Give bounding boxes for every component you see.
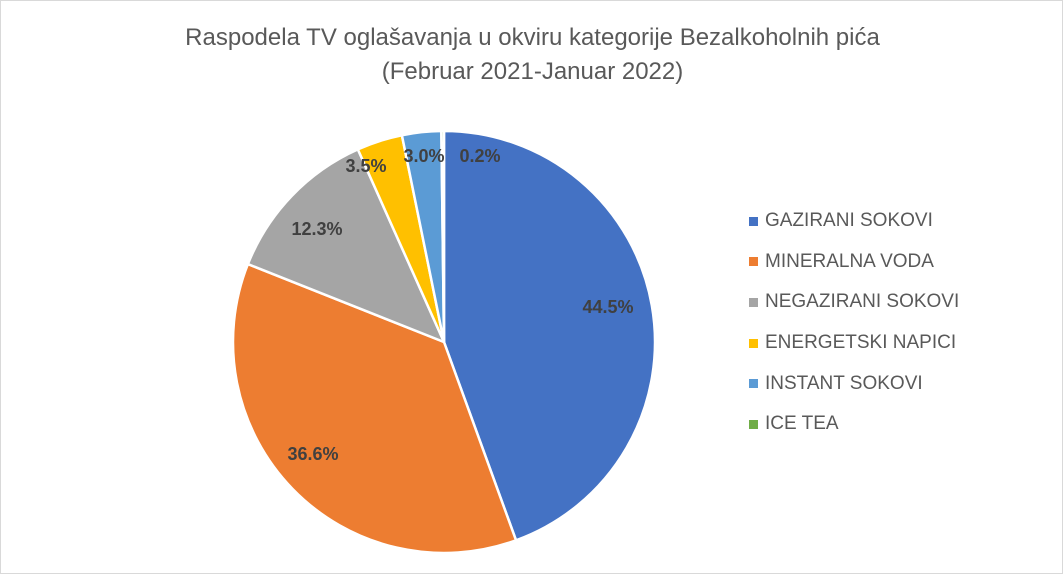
pie-slice-ice-tea <box>440 129 446 344</box>
pie-slice-gazirani-sokovi <box>442 129 657 542</box>
data-label-ice-tea: 0.2% <box>459 146 500 166</box>
legend-item-negazirani-sokovi: NEGAZIRANI SOKOVI <box>749 282 959 323</box>
data-label-mineralna-voda: 36.6% <box>287 444 338 464</box>
chart-title-block: Raspodela TV oglašavanja u okviru katego… <box>1 21 1063 89</box>
legend-item-ice-tea: ICE TEA <box>749 404 959 445</box>
legend-label: NEGAZIRANI SOKOVI <box>765 291 960 313</box>
legend-item-gazirani-sokovi: GAZIRANI SOKOVI <box>749 201 959 242</box>
legend-label: GAZIRANI SOKOVI <box>765 210 933 232</box>
legend-swatch <box>749 216 758 226</box>
legend-swatch <box>749 297 758 307</box>
chart-title: Raspodela TV oglašavanja u okviru katego… <box>185 24 880 51</box>
pie-slice-mineralna-voda <box>231 262 518 555</box>
data-label-negazirani-sokovi: 12.3% <box>291 219 342 239</box>
data-label-instant-sokovi: 3.0% <box>403 146 444 166</box>
legend-swatch <box>749 379 758 389</box>
legend-swatch <box>749 257 758 267</box>
legend-label: INSTANT SOKOVI <box>765 372 923 394</box>
data-label-gazirani-sokovi: 44.5% <box>582 297 633 317</box>
pie-slice-negazirani-sokovi <box>246 148 446 344</box>
legend-label: ENERGETSKI NAPICI <box>765 332 957 354</box>
legend: GAZIRANI SOKOVI MINERALNA VODA NEGAZIRANI … <box>749 201 959 445</box>
legend-swatch <box>749 419 758 429</box>
data-label-energetski-napici: 3.5% <box>345 156 386 176</box>
legend-item-energetski-napici: ENERGETSKI NAPICI <box>749 323 959 364</box>
legend-item-mineralna-voda: MINERALNA VODA <box>749 242 959 283</box>
legend-swatch <box>749 338 758 348</box>
legend-item-instant-sokovi: INSTANT SOKOVI <box>749 363 959 404</box>
chart-subtitle: (Februar 2021-Januar 2022) <box>381 58 684 85</box>
legend-label: ICE TEA <box>765 413 839 435</box>
legend-label: MINERALNA VODA <box>765 250 934 272</box>
